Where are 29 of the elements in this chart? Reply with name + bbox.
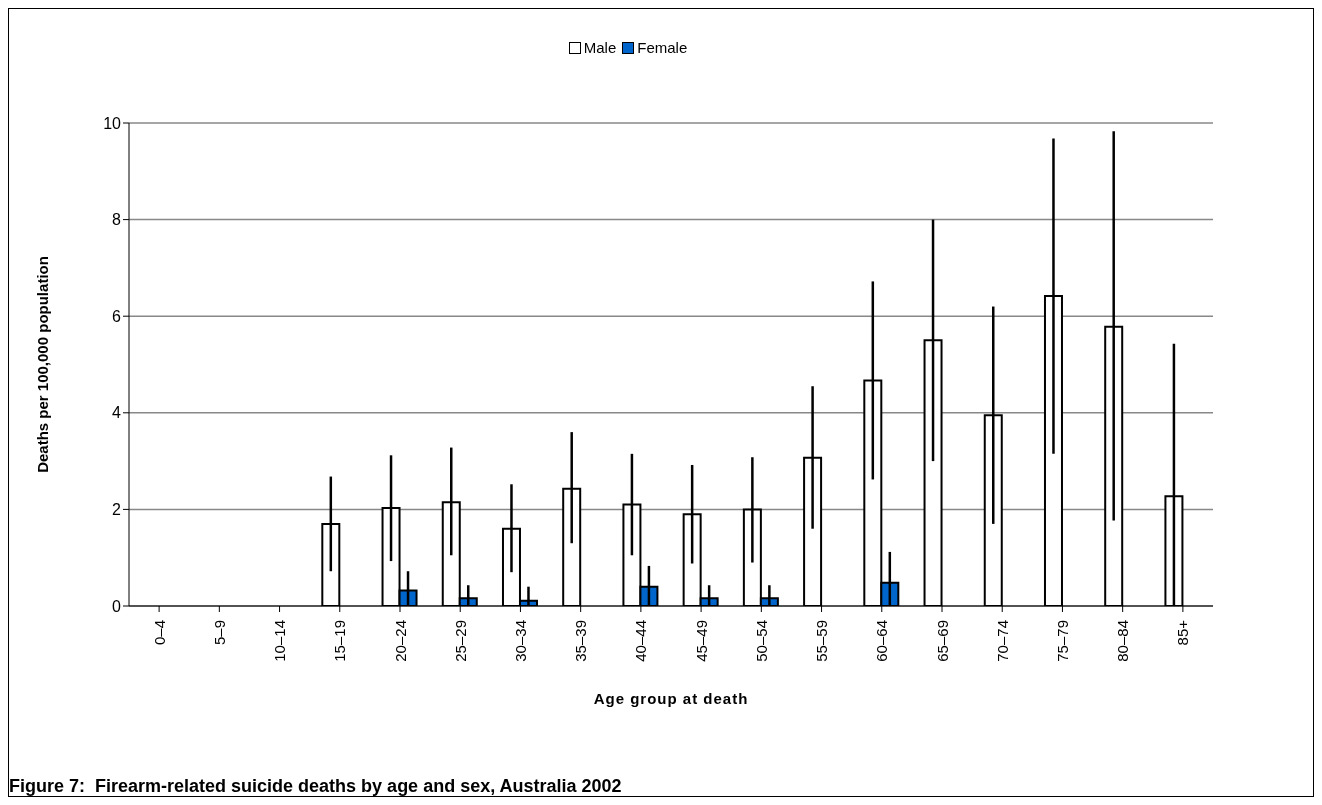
y-tick-label: 4 [112, 404, 122, 422]
x-tick-label: 40–44 [632, 620, 650, 662]
y-tick-label: 6 [112, 307, 122, 325]
x-tick-label: 75–79 [1053, 620, 1071, 662]
y-tick-label: 10 [103, 114, 122, 132]
x-tick-label: 35–39 [572, 620, 590, 662]
y-axis-title: Deaths per 100,000 population [34, 256, 52, 473]
x-tick-label: 65–69 [933, 620, 951, 662]
x-tick-label: 25–29 [451, 620, 469, 662]
y-tick-label: 2 [112, 501, 122, 519]
x-tick-label: 20–24 [391, 620, 409, 662]
x-tick-label: 45–49 [692, 620, 710, 662]
x-tick-label: 80–84 [1114, 620, 1132, 662]
x-tick-label: 10–14 [271, 620, 289, 662]
x-tick-label: 15–19 [331, 620, 349, 662]
x-tick-label: 60–64 [873, 620, 891, 662]
x-tick-label: 5–9 [210, 620, 228, 646]
text: Figure 7: Firearm-related suicide deaths by age and sex, Australia 2002 [9, 776, 622, 797]
x-tick-label: 85+ [1174, 619, 1192, 646]
x-tick-label: 0–4 [150, 620, 168, 646]
x-tick-label: 30–34 [511, 620, 529, 662]
x-tick-label: 70–74 [993, 620, 1011, 662]
y-tick-label: 0 [112, 597, 122, 615]
legend-label: Male [583, 39, 617, 56]
x-axis-title: Age group at death [593, 690, 749, 707]
x-tick-label: 55–59 [813, 620, 831, 662]
x-tick-label: 50–54 [752, 620, 770, 662]
y-tick-label: 8 [112, 211, 122, 229]
legend-label: Female [637, 39, 688, 56]
